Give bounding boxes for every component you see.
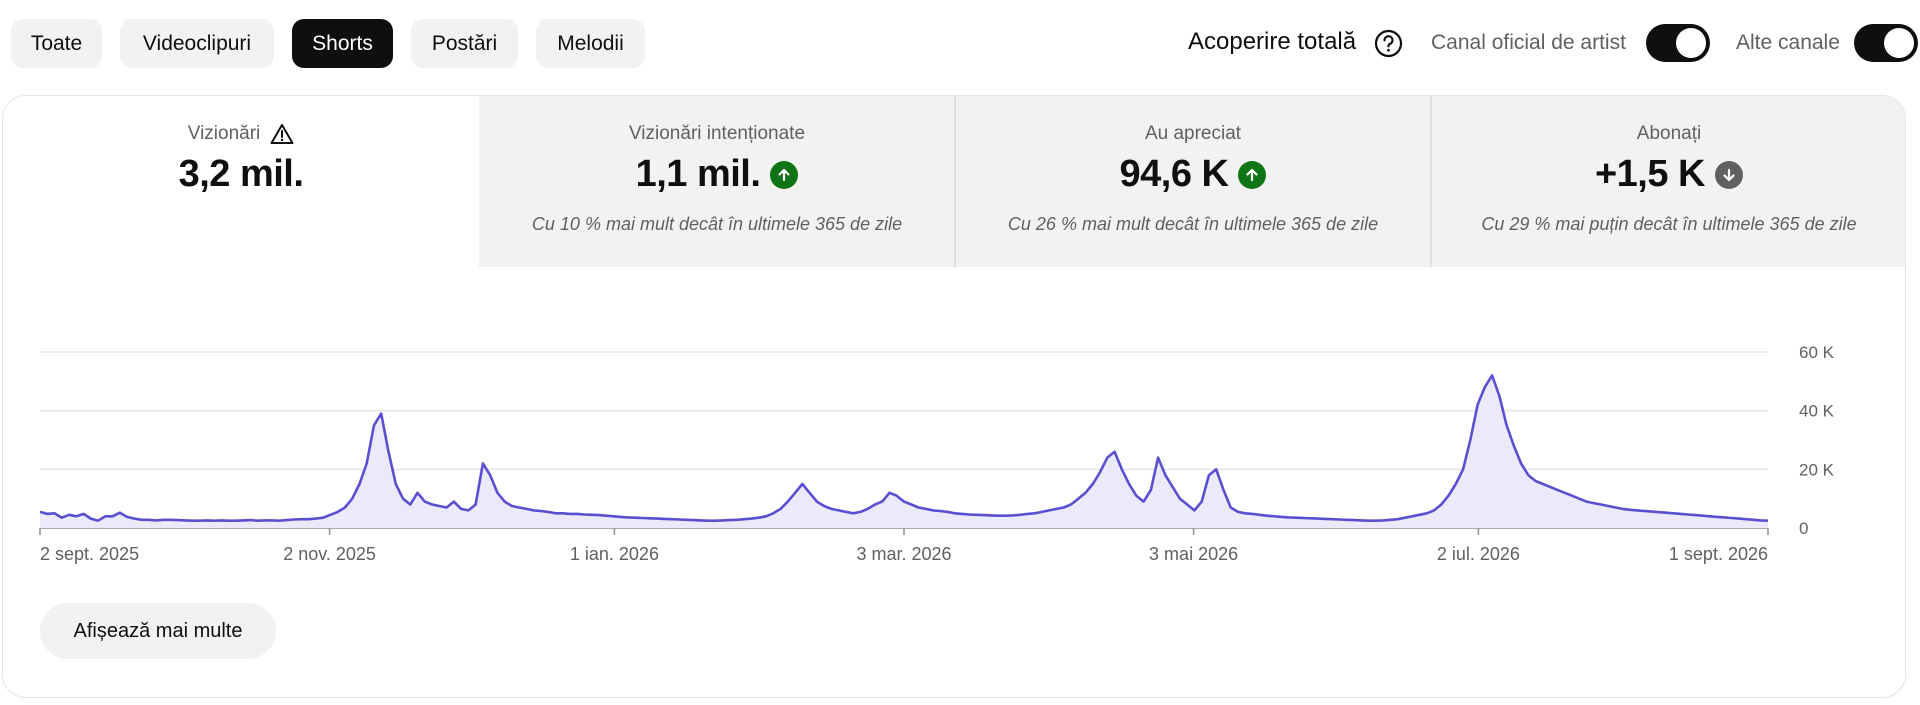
metric-title-text: Au apreciat <box>1144 123 1242 144</box>
metric-title-text: Vizionări intenționate <box>628 123 806 144</box>
official-artist-channel-label: Canal oficial de artist <box>1431 31 1626 54</box>
metric-title: Abonați <box>1431 123 1905 145</box>
tab-vizionari-intentionate[interactable]: Vizionări intenționate 1,1 mil. Cu 10 % … <box>479 96 955 267</box>
metric-comparison-note: Cu 29 % mai puțin decât în ultimele 365 … <box>1481 214 1857 234</box>
metric-comparison-note: Cu 26 % mai mult decât în ultimele 365 d… <box>1007 214 1379 234</box>
chip-label: Shorts <box>312 31 373 55</box>
question-circle-icon[interactable] <box>1374 29 1403 58</box>
metric-value: +1,5 K <box>1431 153 1905 196</box>
toggle-knob <box>1676 28 1706 58</box>
trend-up-icon <box>1238 160 1267 189</box>
total-reach-label: Acoperire totală <box>1188 28 1357 55</box>
metric-value-text: 3,2 mil. <box>178 153 304 195</box>
tab-divider <box>954 96 956 267</box>
metric-value-text: +1,5 K <box>1594 153 1706 195</box>
metric-title: Vizionări intenționate <box>479 123 955 145</box>
chip-label: Postări <box>431 31 498 55</box>
metric-value-text: 94,6 K <box>1119 153 1229 195</box>
metric-title: Au apreciat <box>955 123 1431 145</box>
chip-label: Videoclipuri <box>142 31 252 55</box>
chip-label: Toate <box>30 31 83 55</box>
metric-value-text: 1,1 mil. <box>635 153 761 195</box>
tab-abonati[interactable]: Abonați +1,5 K Cu 29 % mai puțin decât î… <box>1431 96 1905 267</box>
metric-value: 94,6 K <box>955 153 1431 196</box>
other-channels-toggle[interactable] <box>1854 24 1918 62</box>
filter-bar: Toate Videoclipuri Shorts Postări Melodi… <box>0 0 1920 86</box>
chip-label: Melodii <box>557 31 624 55</box>
metric-title-text: Vizionări <box>187 123 261 144</box>
metric-title: Vizionări <box>3 123 479 145</box>
show-more-button[interactable]: Afișează mai multe <box>40 603 276 659</box>
metric-tabs: Vizionări 3,2 mil. Vizionări intenționat… <box>3 96 1905 267</box>
toggle-knob <box>1884 28 1914 58</box>
chip-videoclipuri[interactable]: Videoclipuri <box>120 19 274 68</box>
trend-down-icon <box>1715 160 1744 189</box>
warning-icon <box>270 124 294 144</box>
tab-divider <box>1430 96 1432 267</box>
show-more-label: Afișează mai multe <box>73 619 243 642</box>
trend-up-icon <box>770 160 799 189</box>
other-channels-label: Alte canale <box>1736 31 1840 54</box>
chip-melodii[interactable]: Melodii <box>536 19 645 68</box>
metric-value: 1,1 mil. <box>479 153 955 196</box>
chip-toate[interactable]: Toate <box>11 19 102 68</box>
metric-value: 3,2 mil. <box>3 153 479 196</box>
tab-vizionari[interactable]: Vizionări 3,2 mil. <box>3 96 479 267</box>
metric-title-text: Abonați <box>1636 123 1702 144</box>
analytics-card: Vizionări 3,2 mil. Vizionări intenționat… <box>2 95 1906 698</box>
official-artist-channel-toggle[interactable] <box>1646 24 1710 62</box>
chip-postari[interactable]: Postări <box>411 19 518 68</box>
tab-au-apreciat[interactable]: Au apreciat 94,6 K Cu 26 % mai mult decâ… <box>955 96 1431 267</box>
chip-shorts[interactable]: Shorts <box>292 19 393 68</box>
metric-comparison-note: Cu 10 % mai mult decât în ultimele 365 d… <box>531 214 903 234</box>
